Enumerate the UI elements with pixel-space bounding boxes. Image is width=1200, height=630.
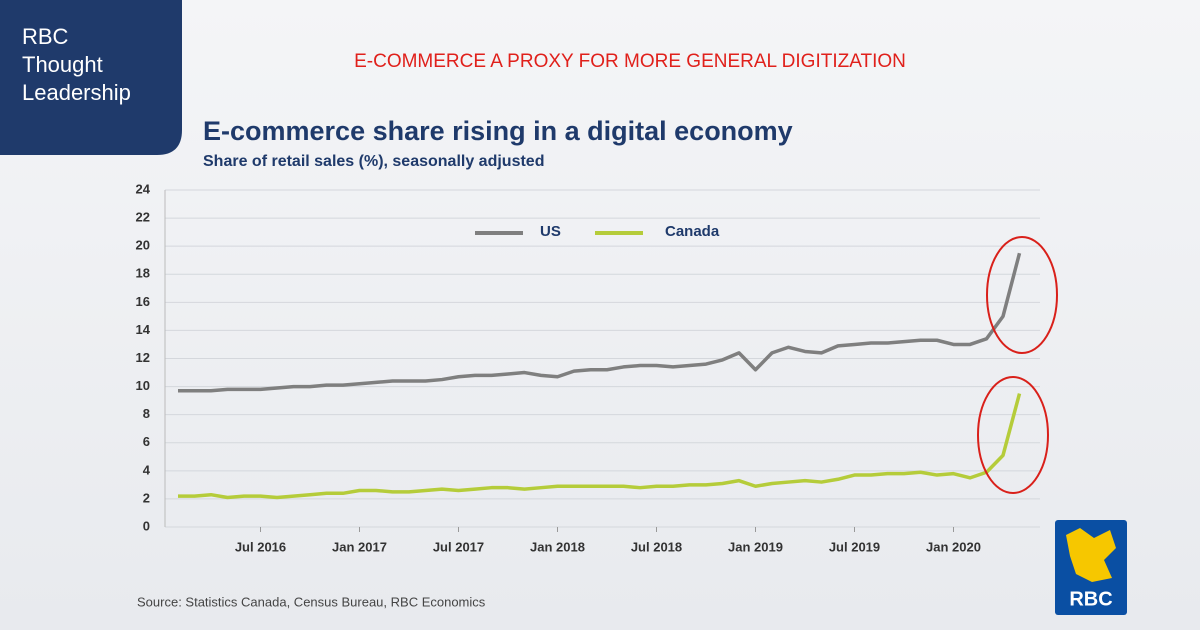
y-tick-label: 8: [143, 406, 150, 421]
x-tick-label: Jul 2016: [235, 539, 286, 554]
y-tick-label: 14: [136, 322, 151, 337]
brand-box: [0, 0, 182, 155]
y-tick-label: 0: [143, 518, 150, 533]
chart-title: E-commerce share rising in a digital eco…: [203, 116, 793, 146]
x-tick-label: Jul 2019: [829, 539, 880, 554]
source: Source: Statistics Canada, Census Bureau…: [137, 594, 486, 609]
logo: RBC: [1055, 520, 1127, 615]
y-tick-label: 2: [143, 490, 150, 505]
x-tick-label: Jan 2017: [332, 539, 387, 554]
y-tick-label: 22: [136, 210, 150, 225]
y-tick-label: 20: [136, 238, 150, 253]
y-tick-label: 6: [143, 434, 150, 449]
annotation-circle: [986, 236, 1058, 354]
x-tick-label: Jan 2020: [926, 539, 981, 554]
y-tick-label: 10: [136, 378, 150, 393]
x-tick-label: Jan 2018: [530, 539, 585, 554]
x-tick-label: Jul 2017: [433, 539, 484, 554]
annotation-circle: [977, 376, 1049, 494]
chart-subtitle: Share of retail sales (%), seasonally ad…: [203, 153, 544, 170]
series-line: [178, 252, 1022, 393]
y-tick-label: 4: [143, 462, 151, 477]
x-tick-label: Jan 2019: [728, 539, 783, 554]
y-tick-label: 24: [136, 181, 151, 196]
logo-lion: [1066, 528, 1116, 582]
brand-line: Leadership: [22, 80, 131, 105]
y-tick-label: 12: [136, 350, 150, 365]
headline: E-COMMERCE A PROXY FOR MORE GENERAL DIGI…: [354, 51, 906, 72]
brand-line: RBC: [22, 24, 69, 49]
legend-label: US: [540, 223, 561, 240]
logo-text: RBC: [1069, 588, 1112, 610]
legend-label: Canada: [665, 223, 720, 240]
series-line: [178, 393, 1022, 500]
y-tick-label: 16: [136, 294, 150, 309]
y-tick-label: 18: [136, 266, 150, 281]
x-tick-label: Jul 2018: [631, 539, 682, 554]
brand-line: Thought: [22, 52, 103, 77]
